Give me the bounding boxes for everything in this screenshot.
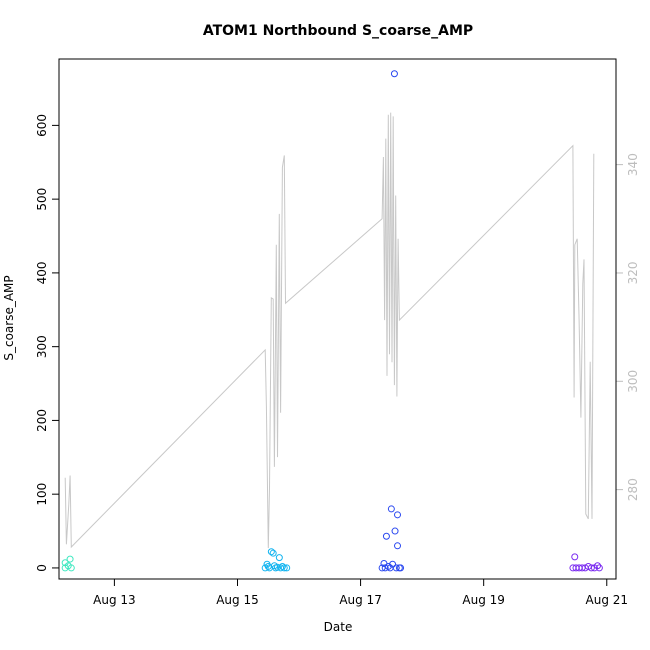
y2-tick-label: 340 <box>626 153 640 176</box>
data-point <box>269 549 277 557</box>
data-point <box>283 564 291 572</box>
y-tick-label: 200 <box>35 409 49 432</box>
line-path <box>64 112 595 549</box>
x-tick-label: Aug 17 <box>339 593 382 607</box>
data-point <box>571 553 579 561</box>
y2-tick-label: 280 <box>626 478 640 501</box>
plot-frame <box>58 58 617 580</box>
data-point <box>66 555 74 563</box>
y-tick-label: 0 <box>35 564 49 572</box>
data-point <box>273 563 281 571</box>
data-point <box>382 532 390 540</box>
y-tick-label: 400 <box>35 261 49 284</box>
data-point <box>389 560 397 568</box>
data-point <box>594 562 602 570</box>
data-point <box>394 511 402 519</box>
x-tick-label: Aug 13 <box>93 593 136 607</box>
y-axis: 0 100 200 300 400 500 600 <box>35 114 60 572</box>
y-tick-label: 500 <box>35 188 49 211</box>
y2-tick-label: 300 <box>626 370 640 393</box>
data-point <box>387 505 395 513</box>
data-point <box>390 70 398 78</box>
data-point <box>392 564 400 572</box>
data-point <box>278 562 286 570</box>
data-point <box>275 554 283 562</box>
x-axis: Aug 13 Aug 15 Aug 17 Aug 19 Aug 21 <box>93 578 629 607</box>
data-point <box>391 527 399 535</box>
data-point <box>384 562 392 570</box>
line-series <box>64 112 595 549</box>
data-point <box>394 542 402 550</box>
x-tick-label: Aug 19 <box>462 593 505 607</box>
y2-axis: 280 300 320 340 <box>615 153 640 501</box>
y-axis-label: S_coarse_AMP <box>2 275 16 360</box>
y-tick-label: 100 <box>35 483 49 506</box>
data-point <box>280 564 288 572</box>
x-tick-label: Aug 21 <box>586 593 629 607</box>
y2-tick-label: 320 <box>626 262 640 285</box>
data-point <box>587 564 595 572</box>
y-tick-label: 600 <box>35 114 49 137</box>
y-tick-label: 300 <box>35 335 49 358</box>
data-point <box>595 564 603 572</box>
chart-title: ATOM1 Northbound S_coarse_AMP <box>203 23 473 39</box>
data-point <box>267 548 275 556</box>
data-point <box>67 564 75 572</box>
scatter-points <box>61 70 603 572</box>
x-tick-label: Aug 15 <box>216 593 259 607</box>
x-axis-label: Date <box>324 620 353 634</box>
data-point <box>397 564 405 572</box>
